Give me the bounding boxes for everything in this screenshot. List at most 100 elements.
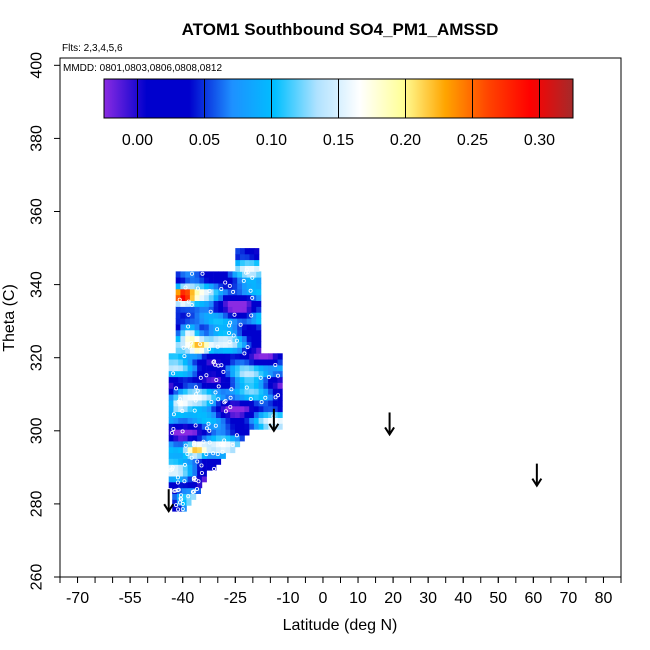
heatmap-cell — [197, 446, 203, 454]
heatmap-cell — [235, 411, 241, 418]
heatmap-cell — [173, 417, 179, 424]
heatmap-cell — [244, 265, 250, 272]
sample-point — [196, 479, 201, 484]
heatmap-cell — [240, 253, 246, 261]
sample-point — [242, 351, 247, 356]
heatmap-cell — [227, 324, 233, 331]
heatmap-cell — [204, 324, 210, 331]
heatmap-cell — [178, 365, 184, 372]
heatmap-cell — [194, 300, 200, 307]
heatmap-cell — [187, 405, 193, 413]
heatmap-cell — [249, 411, 255, 418]
heatmap-cell — [268, 370, 274, 378]
heatmap-cell — [189, 277, 195, 284]
heatmap-cell — [187, 423, 193, 430]
heatmap-cell — [272, 411, 278, 418]
heatmap-cell — [194, 306, 200, 313]
heatmap-cell — [194, 347, 200, 354]
heatmap-cell — [197, 476, 203, 483]
heatmap-cell — [237, 283, 243, 290]
sample-point — [206, 347, 211, 352]
heatmap-cell — [192, 365, 198, 372]
heatmap-cell — [218, 300, 224, 307]
heatmap-cell — [251, 329, 257, 337]
heatmap-cell — [235, 248, 241, 255]
sample-point — [234, 433, 239, 438]
heatmap-cell — [187, 411, 193, 418]
heatmap-cell — [256, 306, 262, 313]
sample-point — [178, 496, 183, 501]
heatmap-cell — [277, 400, 283, 407]
heatmap-cell — [197, 405, 203, 413]
heatmap-cell — [225, 441, 231, 448]
heatmap-cell — [235, 400, 241, 407]
heatmap-cell — [194, 271, 200, 278]
heatmap-cell — [268, 382, 274, 389]
heatmap-cell — [253, 405, 259, 413]
sample-point — [276, 393, 281, 398]
heatmap-cell — [197, 353, 203, 360]
heatmap-cell — [182, 388, 188, 395]
heatmap-cell — [182, 429, 188, 436]
heatmap-cell — [197, 470, 203, 477]
heatmap-cell — [189, 283, 195, 290]
heatmap-cell — [168, 382, 174, 389]
heatmap-cell — [201, 365, 207, 372]
heatmap-cell — [256, 335, 262, 342]
heatmap-cell — [235, 423, 241, 430]
heatmap-cell — [208, 329, 214, 337]
sample-point — [191, 476, 196, 481]
heatmap-cell — [173, 388, 179, 395]
heatmap-cell — [251, 318, 257, 325]
y-tick-label: 300 — [29, 417, 46, 444]
heatmap-cell — [189, 347, 195, 354]
heatmap-cell — [178, 411, 184, 418]
heatmap-cell — [182, 400, 188, 407]
heatmap-cell — [197, 359, 203, 366]
heatmap-cell — [223, 289, 229, 296]
sample-point — [207, 288, 212, 293]
heatmap-cell — [168, 365, 174, 372]
heatmap-cell — [230, 394, 236, 401]
heatmap-cell — [187, 482, 193, 489]
heatmap-cell — [199, 347, 205, 354]
heatmap-cell — [227, 347, 233, 354]
sample-point — [214, 377, 219, 382]
heatmap-cell — [192, 417, 198, 424]
heatmap-cell — [195, 487, 201, 494]
heatmap-cell — [258, 400, 264, 407]
heatmap-cell — [249, 248, 255, 255]
sample-point — [218, 441, 223, 446]
sample-point — [194, 486, 199, 491]
heatmap-cell — [181, 487, 187, 494]
heatmap-cell — [223, 271, 229, 278]
heatmap-cell — [173, 370, 179, 378]
heatmap-cell — [213, 300, 219, 307]
y-axis-label: Theta (C) — [1, 284, 18, 352]
heatmap-cell — [242, 341, 248, 348]
heatmap-cell — [220, 388, 226, 395]
heatmap-cell — [216, 417, 222, 424]
heatmap-cell — [251, 277, 257, 284]
heatmap-cell — [173, 405, 179, 413]
heatmap-cell — [249, 382, 255, 389]
heatmap-cell — [192, 411, 198, 418]
sample-point — [193, 423, 198, 428]
heatmap-cell — [220, 365, 226, 372]
heatmap-cell — [204, 277, 210, 284]
heatmap-cell — [187, 353, 193, 360]
sample-point — [227, 323, 232, 328]
heatmap-cell — [185, 324, 191, 331]
sample-point — [175, 480, 180, 485]
heatmap-cell — [173, 423, 179, 430]
heatmap-cell — [175, 312, 181, 319]
heatmap-cell — [192, 458, 198, 465]
flights-note: Flts: 2,3,4,5,6 — [62, 43, 123, 54]
sample-point — [200, 271, 205, 276]
heatmap-cell — [225, 429, 231, 436]
heatmap-cell — [253, 365, 259, 372]
heatmap-cell — [173, 476, 179, 483]
sample-point — [174, 386, 179, 391]
heatmap-cell — [227, 306, 233, 313]
heatmap-cell — [251, 335, 257, 342]
